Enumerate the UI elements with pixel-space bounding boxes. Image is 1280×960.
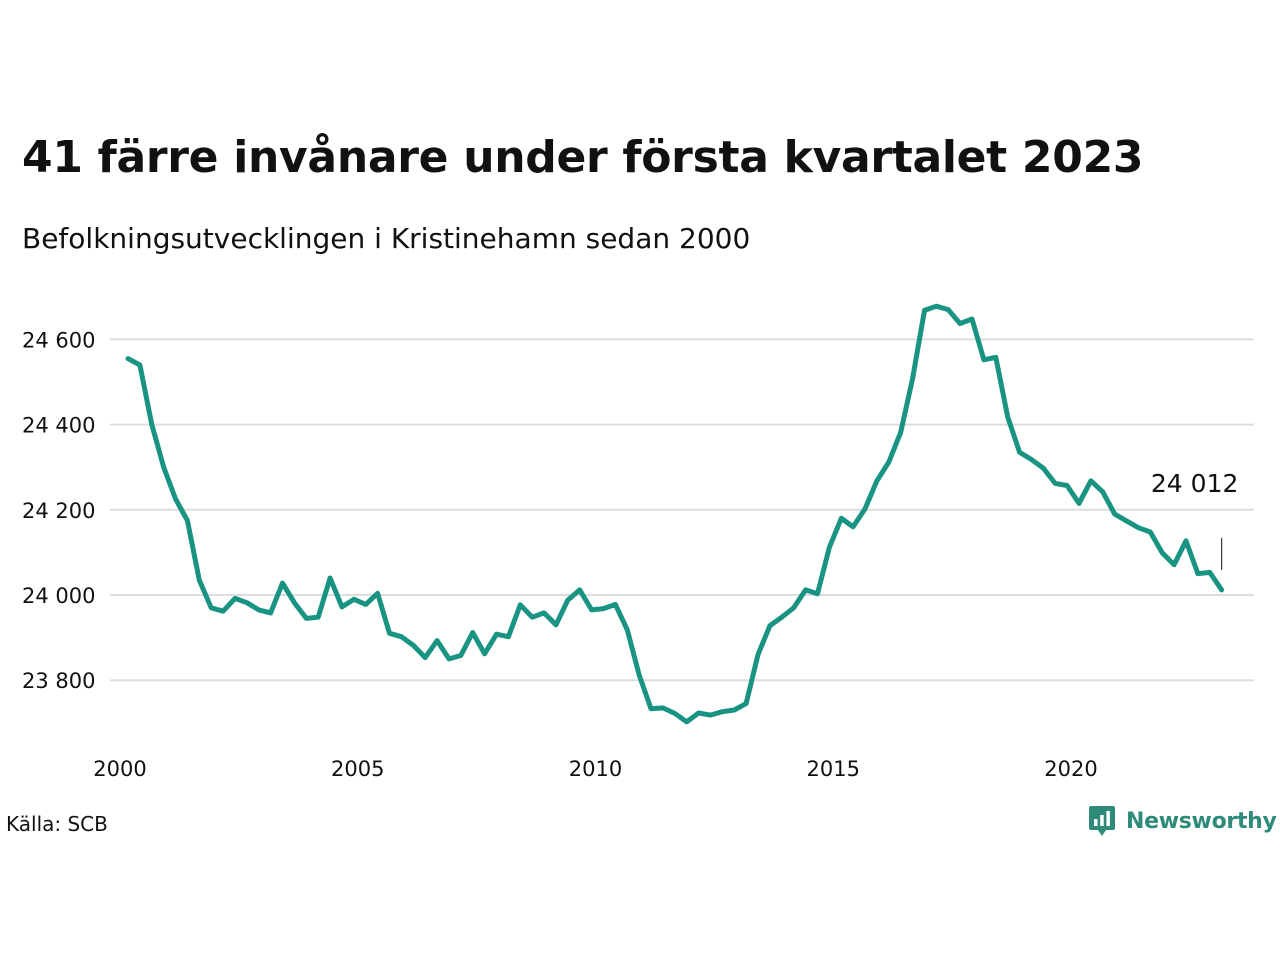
series-line-population xyxy=(125,303,1225,725)
x-tick-label: 2010 xyxy=(569,757,622,781)
x-tick-label: 2005 xyxy=(331,757,384,781)
y-tick-label: 24 400 xyxy=(22,414,95,438)
annotation-last-value: 24 012 xyxy=(1151,469,1238,498)
chart-subtitle: Befolkningsutvecklingen i Kristinehamn s… xyxy=(22,222,751,255)
newsworthy-logo[interactable]: Newsworthy xyxy=(1088,804,1277,838)
y-tick-label: 24 200 xyxy=(22,499,95,523)
newsworthy-chart-icon xyxy=(1089,806,1115,836)
x-tick-label: 2000 xyxy=(93,757,146,781)
chart-title: 41 färre invånare under första kvartalet… xyxy=(22,132,1144,183)
gridlines xyxy=(110,338,1254,682)
x-tick-label: 2020 xyxy=(1044,757,1097,781)
y-tick-label: 24 600 xyxy=(22,328,95,352)
source-credit: Källa: SCB xyxy=(6,812,108,836)
x-axis-tick-labels: 2000 2005 2010 2015 2020 xyxy=(93,757,1097,781)
y-tick-label: 23 800 xyxy=(22,669,95,693)
y-axis-tick-labels: 23 800 24 000 24 200 24 400 24 600 xyxy=(22,328,95,693)
y-tick-label: 24 000 xyxy=(22,584,95,608)
x-tick-label: 2015 xyxy=(807,757,860,781)
brand-name: Newsworthy xyxy=(1126,808,1277,834)
